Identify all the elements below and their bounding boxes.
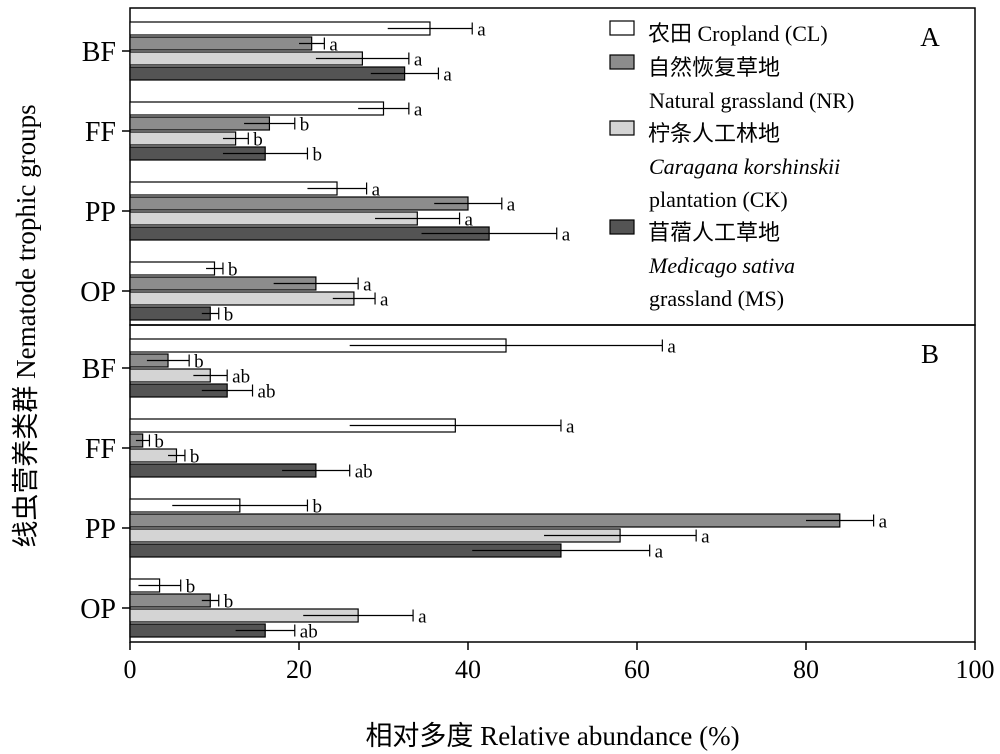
bar-NR bbox=[129, 196, 469, 211]
significance-letter: a bbox=[562, 225, 571, 246]
significance-letter: a bbox=[477, 20, 486, 41]
significance-letter: a bbox=[363, 275, 372, 296]
bar-CK bbox=[129, 131, 237, 146]
legend-entry-NR: 自然恢复草地 bbox=[648, 55, 780, 80]
bar-CL bbox=[129, 261, 216, 276]
x-tick-label: 20 bbox=[286, 655, 312, 684]
legend-entry-MS: grassland (MS) bbox=[649, 286, 784, 311]
significance-letter: a bbox=[879, 512, 888, 533]
y-axis-label: 线虫营养类群 Nematode trophic groups bbox=[11, 104, 41, 548]
significance-letter: a bbox=[414, 50, 423, 71]
significance-letter: b bbox=[186, 577, 196, 598]
bar-MS bbox=[129, 306, 211, 321]
legend-swatch-CL bbox=[609, 20, 635, 36]
panel-frame bbox=[129, 324, 976, 643]
y-tick-label: FF bbox=[85, 434, 116, 465]
panel-label: B bbox=[921, 339, 939, 369]
bar-NR bbox=[129, 513, 841, 528]
significance-letter: a bbox=[372, 180, 381, 201]
legend-swatch-NR bbox=[609, 54, 635, 70]
significance-letter: b bbox=[228, 260, 238, 281]
x-tick-label: 60 bbox=[624, 655, 650, 684]
significance-letter: a bbox=[443, 65, 452, 86]
significance-letter: ab bbox=[355, 462, 373, 483]
significance-letter: ab bbox=[258, 382, 276, 403]
legend-entry-MS: Medicago sativa bbox=[648, 253, 795, 278]
bar-CL bbox=[129, 181, 338, 196]
significance-letter: a bbox=[655, 542, 664, 563]
y-tick-label: BF bbox=[82, 354, 116, 385]
bar-NR bbox=[129, 593, 211, 608]
significance-letter: a bbox=[329, 35, 338, 56]
legend-swatch-MS bbox=[609, 219, 635, 235]
y-tick-label: OP bbox=[80, 594, 116, 625]
significance-letter: b bbox=[224, 592, 234, 613]
significance-letter: a bbox=[507, 195, 516, 216]
significance-letter: b bbox=[312, 145, 322, 166]
legend-entry-CK: plantation (CK) bbox=[649, 187, 788, 212]
significance-letter: ab bbox=[232, 367, 250, 388]
significance-letter: a bbox=[667, 337, 676, 358]
significance-letter: a bbox=[418, 607, 427, 628]
significance-letter: b bbox=[154, 432, 164, 453]
y-tick-label: FF bbox=[85, 117, 116, 148]
significance-letter: a bbox=[465, 210, 474, 231]
legend-entry-CL: 农田 Cropland (CL) bbox=[648, 21, 828, 46]
significance-letter: b bbox=[224, 305, 234, 326]
bar-CL bbox=[129, 21, 431, 36]
panel-label: A bbox=[920, 22, 940, 52]
significance-letter: a bbox=[566, 417, 575, 438]
legend: 农田 Cropland (CL) 自然恢复草地 Natural grassland … bbox=[609, 20, 854, 311]
significance-letter: a bbox=[701, 527, 710, 548]
y-tick-label: PP bbox=[85, 514, 116, 545]
significance-letter: b bbox=[190, 447, 200, 468]
x-axis-label: 相对多度 Relative abundance (%) bbox=[365, 721, 740, 751]
y-tick-label: BF bbox=[82, 37, 116, 68]
legend-entry-MS: 苜蓿人工草地 bbox=[648, 220, 780, 245]
bar-CK bbox=[129, 291, 355, 306]
x-tick-label: 40 bbox=[455, 655, 481, 684]
significance-letter: b bbox=[194, 352, 204, 373]
y-tick-label: OP bbox=[80, 277, 116, 308]
significance-letter: ab bbox=[300, 622, 318, 643]
bar-MS bbox=[129, 66, 406, 81]
legend-entry-NR: Natural grassland (NR) bbox=[649, 88, 854, 113]
x-tick-label: 0 bbox=[124, 655, 137, 684]
legend-entry-CK: 柠条人工林地 bbox=[648, 121, 780, 146]
significance-letter: b bbox=[312, 497, 322, 518]
significance-letter: b bbox=[300, 115, 310, 136]
x-tick-label: 80 bbox=[793, 655, 819, 684]
significance-letter: b bbox=[253, 130, 262, 151]
legend-entry-CK: Caragana korshinskii bbox=[649, 154, 840, 179]
legend-swatch-CK bbox=[609, 120, 635, 136]
bar-CK bbox=[129, 211, 418, 226]
significance-letter: a bbox=[380, 290, 389, 311]
x-tick-label: 100 bbox=[956, 655, 995, 684]
bar-CL bbox=[129, 101, 385, 116]
bar-NR bbox=[129, 36, 313, 51]
y-tick-label: PP bbox=[85, 197, 116, 228]
significance-letter: a bbox=[414, 100, 423, 121]
